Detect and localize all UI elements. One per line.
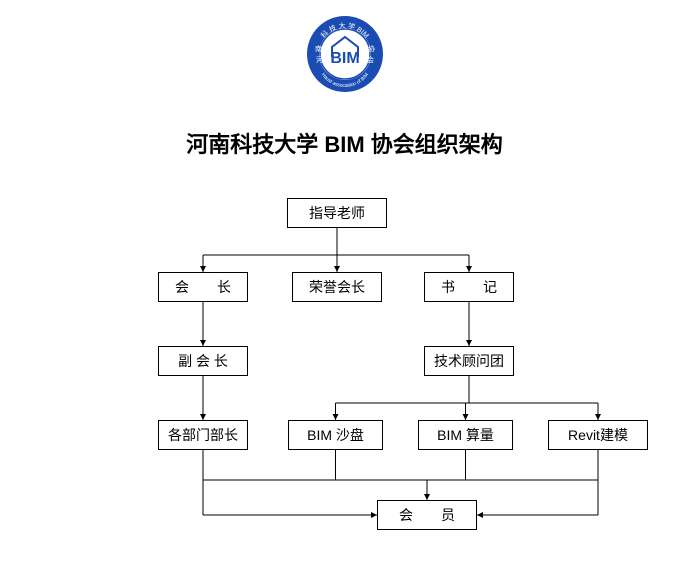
node-bim_sand: BIM 沙盘 [288,420,383,450]
node-dept: 各部门部长 [158,420,248,450]
svg-text:河: 河 [316,56,323,64]
node-honorary: 荣誉会长 [292,272,382,302]
svg-text:会: 会 [367,55,374,64]
node-advisor: 指导老师 [287,198,387,228]
node-president: 会 长 [158,272,248,302]
node-revit: Revit建模 [548,420,648,450]
svg-text:南: 南 [315,44,322,53]
node-bim_calc: BIM 算量 [418,420,513,450]
logo-svg: BIM 科 技 大 学 BIM Haust association of BIM… [306,15,384,93]
node-vp: 副 会 长 [158,346,248,376]
page-title: 河南科技大学 BIM 协会组织架构 [186,127,503,159]
bim-logo: BIM 科 技 大 学 BIM Haust association of BIM… [306,15,384,98]
node-secretary: 书 记 [424,272,514,302]
svg-text:BIM: BIM [330,50,359,67]
node-member: 会 员 [377,500,477,530]
node-tech: 技术顾问团 [424,346,514,376]
svg-text:协: 协 [368,44,375,53]
